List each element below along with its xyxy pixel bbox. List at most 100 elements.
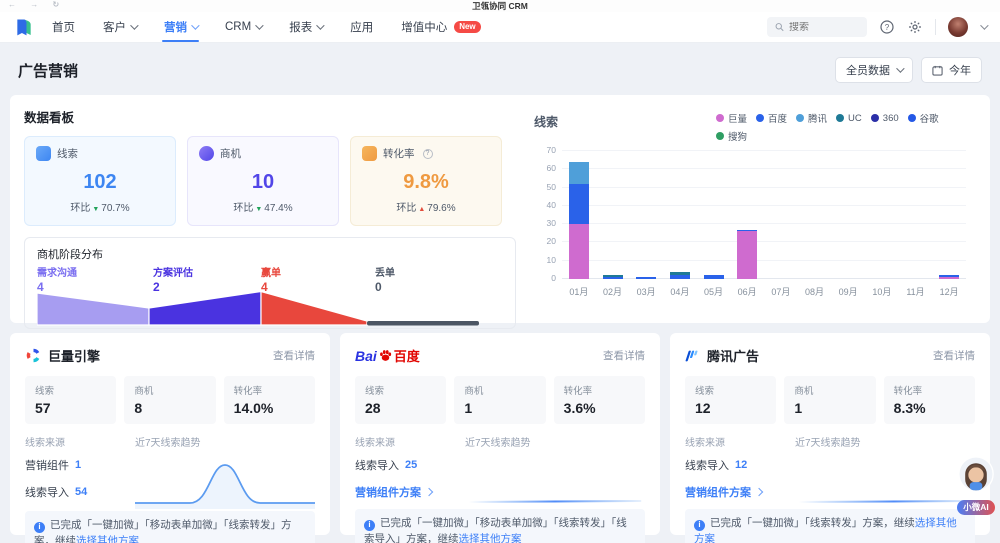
opportunities-value: 10 [251,171,275,193]
leads-compare: 环比 ▼ 70.7% [70,203,130,214]
legend-dot-icon [796,114,805,122]
info-icon: i [34,521,45,533]
divider [935,19,936,35]
bar-segment-UC[interactable] [602,275,623,278]
chevron-down-icon [316,21,325,30]
legend-item[interactable]: 百度 [756,111,787,125]
bar-segment-百度[interactable] [669,275,690,279]
search-input-wrap [767,17,867,37]
leads-icon [36,146,51,161]
legend-item[interactable]: 搜狗 [716,129,747,143]
mini-stat-leads: 线索 28 [355,376,447,424]
marketing-component-plan-link[interactable]: 营销组件方案 [685,484,795,500]
source-column-title: 线索来源 [355,438,395,449]
legend-item[interactable]: 谷歌 [907,111,939,125]
bar-segment-UC[interactable] [669,271,690,276]
funnel-stage-2: 方案评估 2 [153,268,193,294]
page-title: 广告营销 [18,62,79,80]
info-icon: i [364,519,375,531]
nav-item-marketing[interactable]: 营销 [162,12,200,42]
legend-dot-icon [716,132,724,140]
help-icon[interactable]: ? [879,19,895,35]
bar-segment-巨量[interactable] [568,224,589,279]
nav-item-customers[interactable]: 客户 [101,12,139,42]
nav-item-value-center[interactable]: 增值中心 New [399,12,482,42]
trend-line-chart [798,500,972,503]
choose-other-plan-link[interactable]: 选择其他方案 [694,517,957,543]
browser-nav-buttons[interactable]: ← → ↻ [8,0,66,9]
source-row: 线索导入 12 [685,459,748,472]
bar-segment-百度[interactable] [636,277,657,279]
funnel-stage-3: 赢单 4 [261,268,281,294]
trend-arrow-icon: ▼ [92,206,100,213]
scope-selector-button[interactable]: 全员数据 [835,57,913,83]
new-badge: New [454,21,481,33]
choose-other-plan-link[interactable]: 选择其他方案 [458,533,522,543]
leads-bar-chart: 0 10 20 30 40 50 60 70 01月 02月 03月 04月 05月 06月 07月 08月 0… [547,145,966,297]
channel-card-oceanengine: 巨量引擎 查看详情 线索 57 商机 8 转化率 14.0% 线索来源 近7天线索趋势… [10,333,330,543]
mini-stat-opportunities: 商机 1 [454,376,546,424]
chart-legend: 巨量 百度 腾讯 UC 360 谷歌搜狗 [716,111,974,143]
settings-gear-icon[interactable] [907,19,923,35]
nav-item-reports[interactable]: 报表 [287,12,325,42]
funnel-card: 商机阶段分布 需求沟通 4 方案评估 2 赢单 4 丢单 0 [24,237,516,329]
mini-stat-leads: 线索 12 [685,376,777,424]
marketing-component-plan-link[interactable]: 营销组件方案 [355,484,465,500]
trend-arrow-icon: ▼ [255,206,263,213]
nav-item-home[interactable]: 首页 [52,22,75,34]
bar-segment-百度[interactable] [737,229,758,232]
legend-item[interactable]: 腾讯 [796,111,827,125]
period-selector-button[interactable]: 今年 [921,57,982,83]
source-row: 线索导入 25 [355,459,418,472]
x-axis-label: 12月 [939,287,959,297]
x-axis-label: 01月 [569,287,589,297]
bar-segment-百度[interactable] [568,183,589,225]
chevron-down-icon[interactable] [980,21,989,30]
view-details-link[interactable]: 查看详情 [603,350,645,362]
trend-column-title: 近7天线索趋势 [795,438,861,449]
chevron-down-icon [130,21,139,30]
browser-titlebar: ← → ↻ 卫瓴协同 CRM [0,0,1000,12]
calendar-icon [932,65,943,76]
channel-card-tencent: 腾讯广告 查看详情 线索 12 商机 1 转化率 8.3% 线索来源 近7天线索趋势 … [670,333,990,543]
search-input[interactable] [789,21,859,33]
info-icon[interactable]: ? [422,148,433,159]
legend-item[interactable]: 360 [870,111,899,125]
ai-assistant-avatar[interactable] [958,456,994,492]
y-axis-tick: 0 [551,273,556,283]
dashboard-title: 数据看板 [24,111,75,125]
opportunities-compare: 环比 ▼ 47.4% [233,203,293,214]
ai-assistant-widget[interactable]: 小微AI [954,456,998,515]
mini-stat-conversion: 转化率 3.6% [553,376,645,424]
choose-other-plan-link[interactable]: 选择其他方案 [76,535,139,543]
source-column-title: 线索来源 [685,438,725,449]
channel-name: 巨量引擎 [48,349,101,364]
opportunity-icon [199,146,214,161]
tencent-ads-logo-icon [685,350,698,361]
ai-assistant-badge[interactable]: 小微AI [957,499,995,515]
bar-segment-百度[interactable] [703,275,724,279]
bar-segment-腾讯[interactable] [568,161,589,184]
y-axis-tick: 40 [546,199,556,210]
legend-item[interactable]: UC [836,111,862,125]
bar-segment-巨量[interactable] [737,231,758,279]
nav-item-apps[interactable]: 应用 [350,22,374,34]
user-avatar[interactable] [948,17,968,37]
source-column-title: 线索来源 [25,438,65,449]
legend-item[interactable]: 巨量 [716,111,747,125]
gridline [562,223,966,225]
gridline [562,204,966,206]
gridline [562,241,966,243]
bar-segment-百度[interactable] [939,275,960,278]
view-details-link[interactable]: 查看详情 [273,350,315,362]
view-details-link[interactable]: 查看详情 [933,350,975,362]
x-axis-label: 07月 [771,287,791,297]
dashboard-panel: 数据看板 线索 102 环比 ▼ 70.7% 商机 10 环比 ▼ 47.4% 转化率?… [10,95,990,329]
stat-card-conversion: 转化率? 9.8% 环比 ▲ 79.6% [350,136,502,226]
nav-item-crm[interactable]: CRM [223,12,264,42]
bar-segment-巨量[interactable] [939,277,960,279]
bar-segment-百度[interactable] [602,277,623,279]
gridline [562,168,966,170]
chevron-down-icon [191,21,200,30]
legend-dot-icon [907,114,916,122]
